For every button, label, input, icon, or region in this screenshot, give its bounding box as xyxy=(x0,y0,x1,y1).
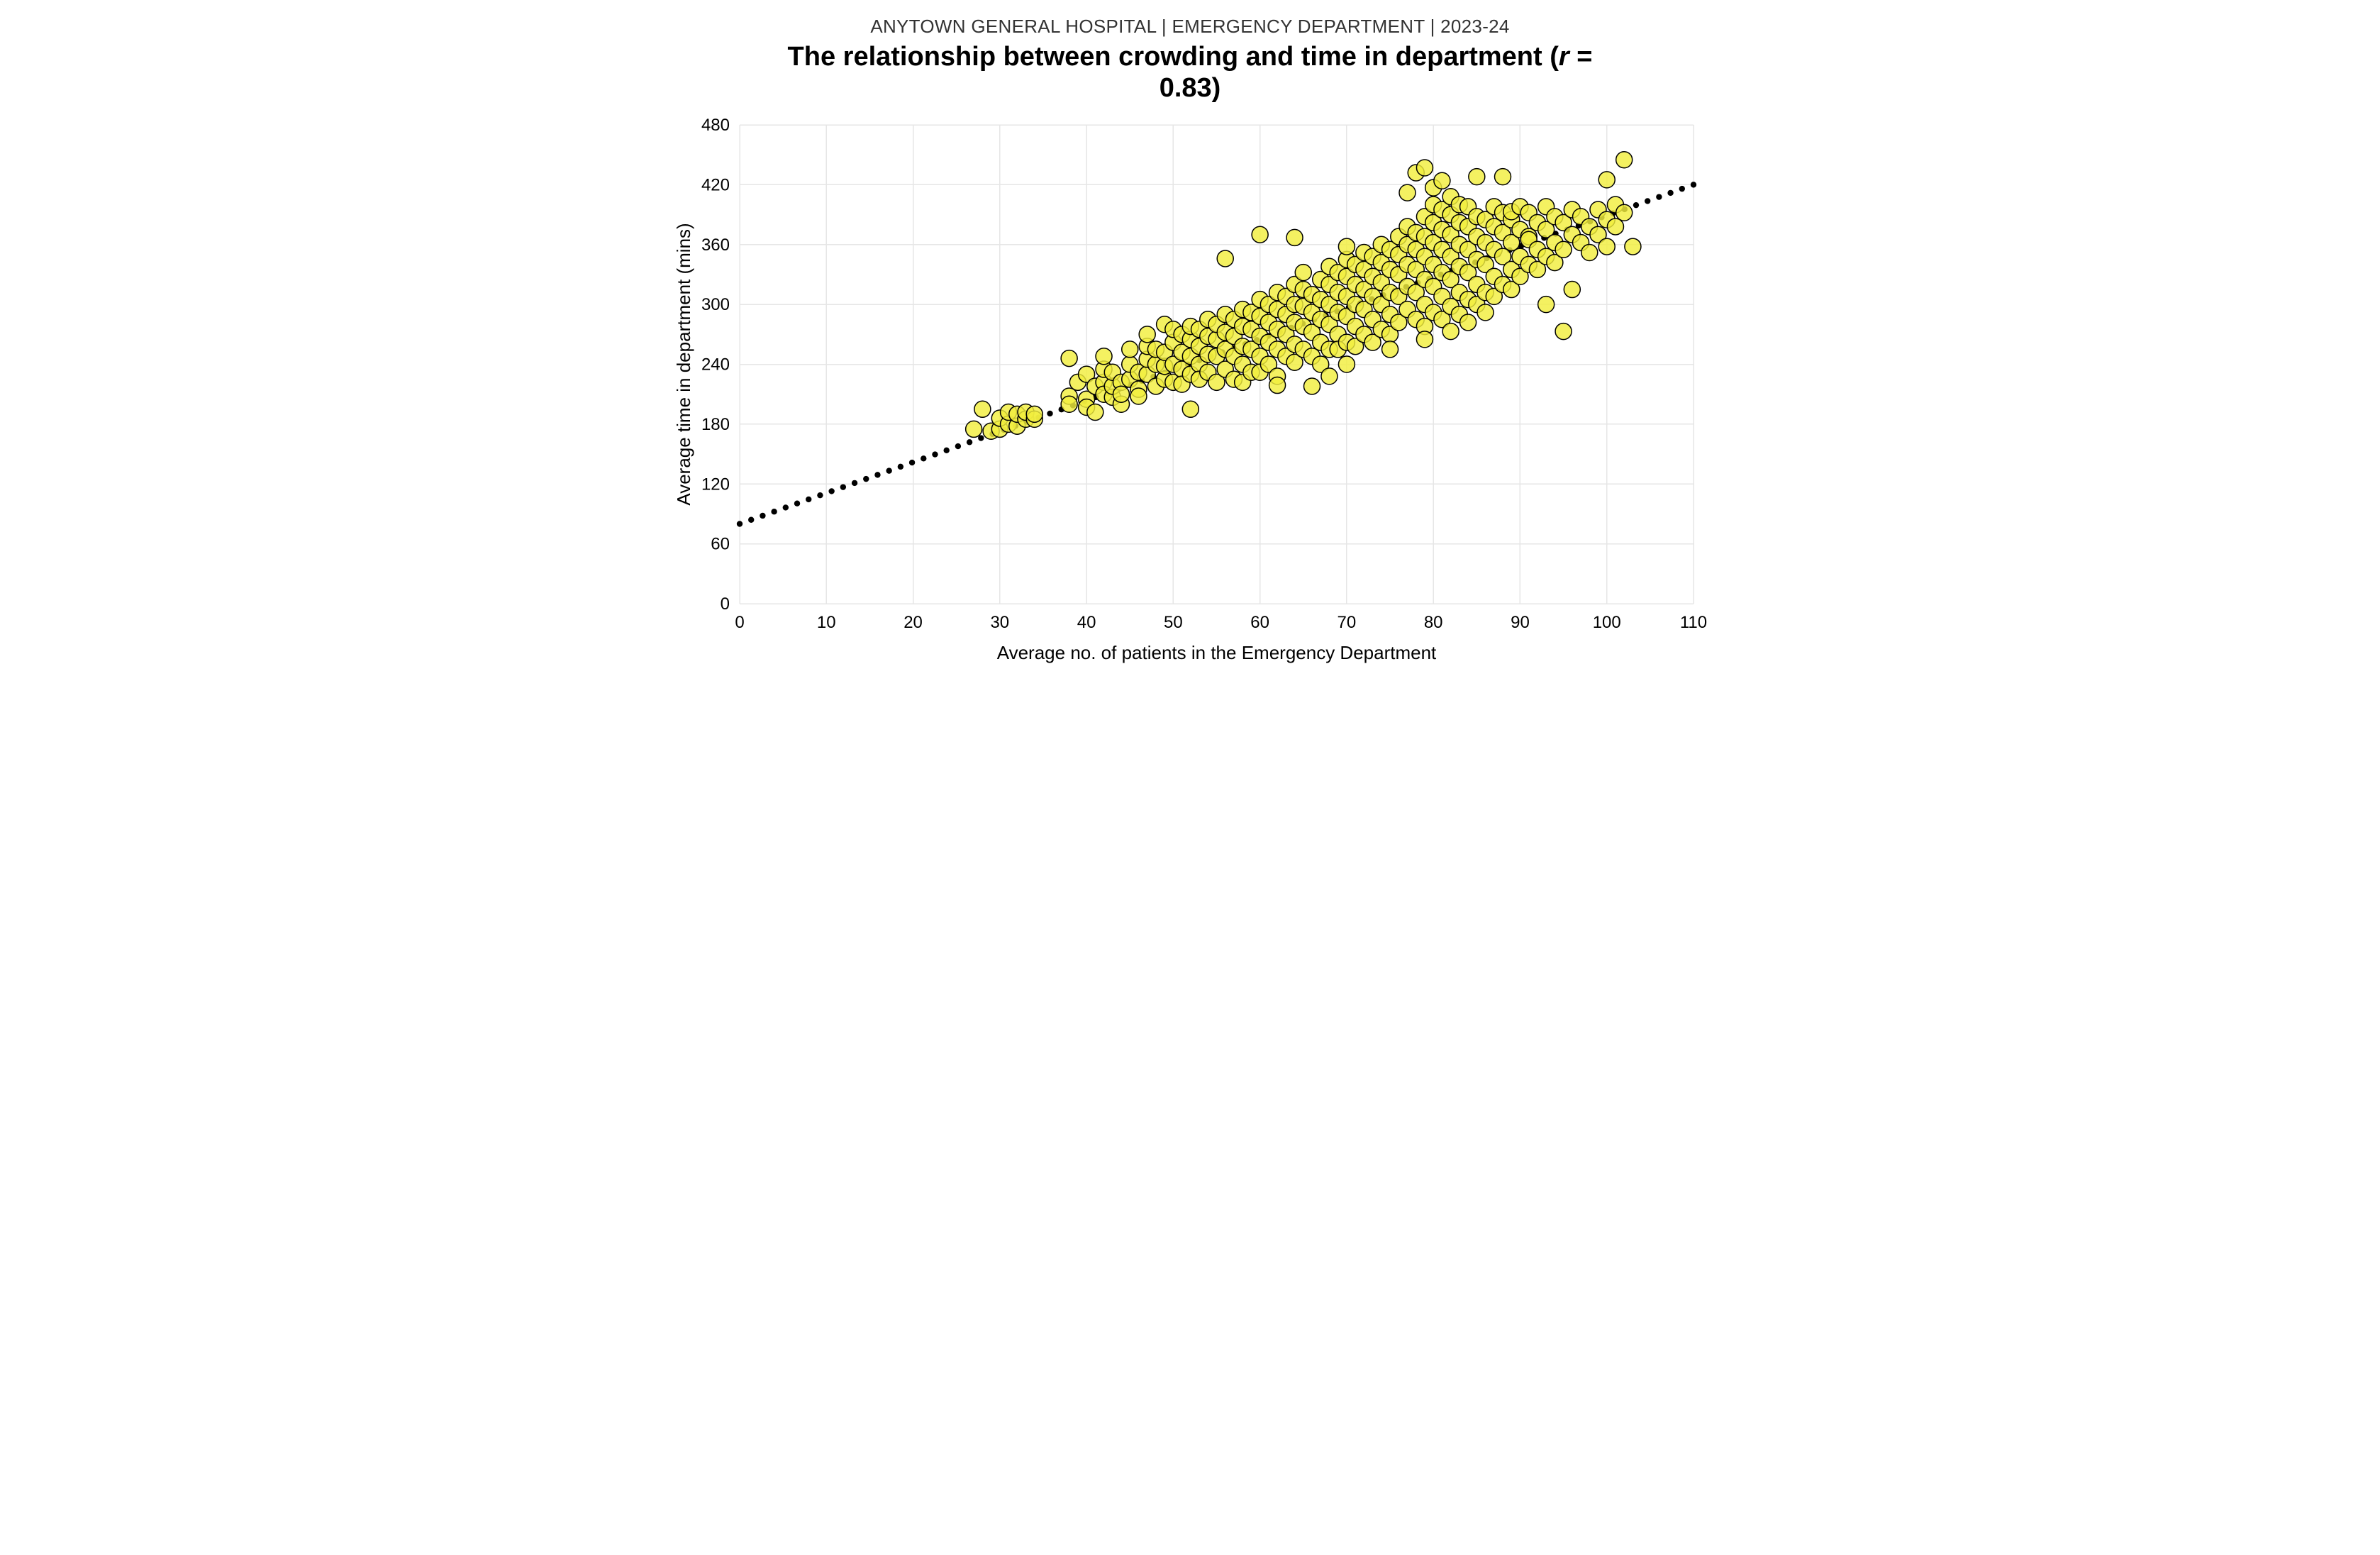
scatter-point xyxy=(1564,282,1580,298)
x-tick-label: 50 xyxy=(1164,613,1183,632)
x-tick-label: 0 xyxy=(735,613,744,632)
x-tick-label: 80 xyxy=(1424,613,1443,632)
x-axis-label: Average no. of patients in the Emergency… xyxy=(997,642,1437,663)
scatter-point xyxy=(1295,265,1311,281)
scatter-point xyxy=(1469,169,1485,185)
chart-supertitle: ANYTOWN GENERAL HOSPITAL | EMERGENCY DEP… xyxy=(647,16,1733,38)
scatter-chart: 0 10 20 30 40 50 60 70 80 90 100 110 0 60 120 180 240 300… xyxy=(665,111,1715,671)
y-axis-label: Average time in department (mins) xyxy=(673,223,694,506)
scatter-point xyxy=(1538,297,1555,313)
scatter-point xyxy=(1460,314,1477,331)
x-tick-label: 40 xyxy=(1077,613,1096,632)
x-tick-label: 10 xyxy=(817,613,836,632)
x-tick-label: 110 xyxy=(1680,613,1707,632)
scatter-point xyxy=(1122,341,1138,358)
scatter-point xyxy=(1338,238,1355,255)
y-tick-label: 240 xyxy=(701,355,730,375)
scatter-point xyxy=(1087,404,1103,421)
chart-title: The relationship between crowding and ti… xyxy=(764,42,1616,104)
x-tick-label: 100 xyxy=(1593,613,1621,632)
scatter-point xyxy=(1321,368,1338,384)
scatter-point xyxy=(1598,238,1615,255)
y-tick-label: 120 xyxy=(701,475,730,494)
scatter-point xyxy=(1182,402,1199,418)
x-tick-label: 90 xyxy=(1511,613,1530,632)
scatter-point xyxy=(1061,397,1077,413)
scatter-point xyxy=(1304,378,1320,394)
chart-title-prefix: The relationship between crowding and ti… xyxy=(788,42,1559,72)
scatter-point xyxy=(1399,185,1416,201)
scatter-point xyxy=(966,421,982,438)
scatter-point xyxy=(1416,331,1433,348)
y-tick-label: 360 xyxy=(701,236,730,255)
scatter-point xyxy=(1442,323,1459,340)
scatter-point xyxy=(1616,152,1633,168)
y-tick-label: 180 xyxy=(701,415,730,434)
scatter-point xyxy=(1139,326,1155,343)
scatter-point xyxy=(1555,323,1572,340)
scatter-point xyxy=(1382,341,1398,358)
y-tick-label: 0 xyxy=(721,594,730,614)
x-tick-label: 30 xyxy=(990,613,1009,632)
scatter-point xyxy=(1616,205,1633,221)
scatter-point xyxy=(1061,350,1077,367)
scatter-point xyxy=(1217,250,1233,267)
scatter-point xyxy=(1477,304,1494,321)
scatter-point xyxy=(1598,172,1615,188)
chart-title-r: r xyxy=(1559,42,1569,72)
y-tick-label: 420 xyxy=(701,176,730,195)
scatter-point xyxy=(1286,230,1303,246)
x-tick-label: 70 xyxy=(1338,613,1357,632)
y-tick-label: 300 xyxy=(701,296,730,315)
y-tick-label: 480 xyxy=(701,116,730,135)
scatter-point xyxy=(974,402,991,418)
scatter-point xyxy=(1338,356,1355,372)
scatter-point xyxy=(1625,238,1641,255)
scatter-point xyxy=(1269,377,1286,394)
scatter-point xyxy=(1495,169,1511,185)
x-tick-label: 60 xyxy=(1250,613,1269,632)
scatter-point xyxy=(1096,348,1112,365)
scatter-point xyxy=(1130,388,1147,404)
scatter-point xyxy=(1113,387,1130,403)
y-tick-label: 60 xyxy=(711,535,730,554)
scatter-point xyxy=(1434,173,1450,189)
scatter-point xyxy=(1416,160,1433,176)
x-tick-label: 20 xyxy=(903,613,923,632)
scatter-point xyxy=(1555,242,1572,258)
scatter-point xyxy=(1026,406,1042,423)
scatter-point xyxy=(1252,227,1268,243)
scatter-point xyxy=(1607,218,1623,235)
scatter-point xyxy=(1581,245,1598,261)
